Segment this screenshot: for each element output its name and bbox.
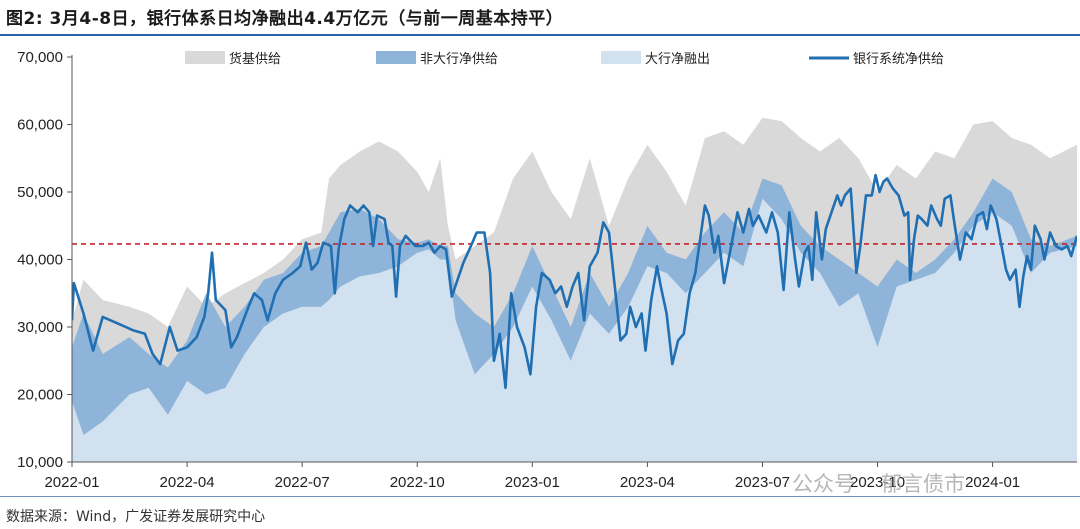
x-tick-label: 2024-01 xyxy=(965,474,1020,491)
legend-money-fund-supply-swatch xyxy=(185,51,225,64)
y-tick-label: 60,000 xyxy=(17,117,63,134)
chart-legend: 货基供给 非大行净供给 大行净融出 银行系统净供给 xyxy=(185,51,944,67)
bottom-rule xyxy=(0,496,1080,497)
line-bank-system-net-supply xyxy=(72,173,1077,390)
y-tick-label: 10,000 xyxy=(17,454,63,471)
y-tick-label: 50,000 xyxy=(17,184,63,201)
chart: 70,000 60,000 50,000 40,000 30,000 20,000 10,0… xyxy=(17,49,1077,491)
y-tick-label: 20,000 xyxy=(17,387,63,404)
legend-bank-system-net-supply-label: 银行系统净供给 xyxy=(853,52,944,67)
title-rule xyxy=(0,34,1080,36)
x-tick-label: 2023-10 xyxy=(850,474,905,491)
y-tick-label: 30,000 xyxy=(17,319,63,336)
area-big-bank-lending xyxy=(72,198,1077,463)
legend-big-bank-lending-label: 大行净融出 xyxy=(645,52,710,67)
x-tick-label: 2022-01 xyxy=(44,474,99,491)
x-tick-label: 2022-07 xyxy=(275,474,330,491)
y-tick-label: 70,000 xyxy=(17,49,63,66)
legend-nonbig-bank-supply-label: 非大行净供给 xyxy=(420,52,498,67)
y-tick-label: 40,000 xyxy=(17,252,63,269)
legend-money-fund-supply-label: 货基供给 xyxy=(229,51,281,67)
x-tick-label: 2023-01 xyxy=(505,474,560,491)
x-tick-label: 2023-07 xyxy=(735,474,790,491)
chart-axes: 70,000 60,000 50,000 40,000 30,000 20,000 10,0… xyxy=(17,49,1077,491)
chart-areas xyxy=(72,117,1077,463)
watermark-name: 郁言债市 xyxy=(881,472,965,496)
legend-nonbig-bank-supply-swatch xyxy=(376,51,416,64)
x-tick-label: 2022-04 xyxy=(160,474,215,491)
source-note: 数据来源：Wind，广发证券发展研究中心 xyxy=(6,509,266,525)
watermark: 公众号 郁言债市 xyxy=(792,468,965,498)
legend-big-bank-lending-swatch xyxy=(601,51,641,64)
watermark-account: 公众号 xyxy=(792,472,855,496)
figure-title: 图2: 3月4-8日，银行体系日均净融出4.4万亿元（与前一周基本持平） xyxy=(6,9,564,29)
x-tick-label: 2022-10 xyxy=(390,474,445,491)
x-tick-label: 2023-04 xyxy=(620,474,675,491)
